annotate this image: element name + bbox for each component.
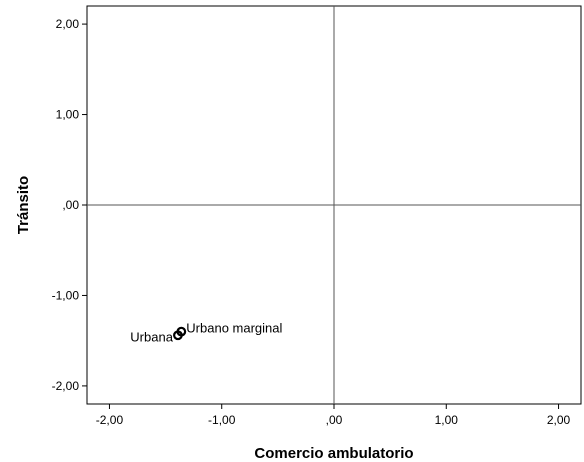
data-point [176, 326, 187, 337]
x-tick-label: -2,00 [96, 413, 124, 427]
x-tick-label: -1,00 [208, 413, 236, 427]
x-axis-ticks: -2,00 -1,00 ,00 1,00 2,00 [96, 404, 571, 427]
y-tick-label: -2,00 [52, 379, 80, 393]
x-tick-label: 1,00 [435, 413, 459, 427]
x-tick-label: 2,00 [547, 413, 571, 427]
y-tick-label: 1,00 [56, 108, 80, 122]
x-tick-label: ,00 [326, 413, 343, 427]
data-point-label: Urbana [130, 329, 173, 344]
x-axis-title: Comercio ambulatorio [254, 445, 413, 462]
y-tick-label: -1,00 [52, 288, 80, 302]
data-points: Urbana Urbano marginal [130, 321, 282, 345]
data-point-label: Urbano marginal [186, 321, 282, 336]
y-axis-ticks: 2,00 1,00 ,00 -1,00 -2,00 [52, 17, 87, 393]
y-tick-label: 2,00 [56, 17, 80, 31]
y-tick-label: ,00 [62, 198, 79, 212]
y-axis-title: Tránsito [15, 176, 32, 234]
